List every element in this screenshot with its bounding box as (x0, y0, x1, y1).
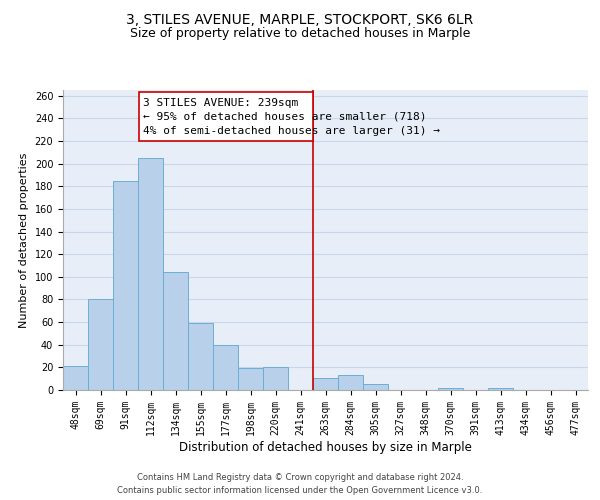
Bar (113, 180, 138, 390)
Text: 3 STILES AVENUE: 239sqm
← 95% of detached houses are smaller (718)
4% of semi-de: 3 STILES AVENUE: 239sqm ← 95% of detache… (143, 98, 440, 136)
Bar (488, 388, 513, 390)
Bar (263, 368, 288, 390)
Text: 3, STILES AVENUE, MARPLE, STOCKPORT, SK6 6LR: 3, STILES AVENUE, MARPLE, STOCKPORT, SK6… (127, 12, 473, 26)
Bar (188, 323, 213, 390)
Text: Contains HM Land Registry data © Crown copyright and database right 2024.
Contai: Contains HM Land Registry data © Crown c… (118, 474, 482, 495)
Bar (438, 388, 463, 390)
X-axis label: Distribution of detached houses by size in Marple: Distribution of detached houses by size … (179, 440, 472, 454)
Text: Size of property relative to detached houses in Marple: Size of property relative to detached ho… (130, 28, 470, 40)
FancyBboxPatch shape (139, 92, 313, 141)
Bar (163, 272, 188, 390)
Bar (63, 366, 88, 390)
Bar (213, 344, 238, 390)
Bar (138, 158, 163, 390)
Bar (338, 376, 363, 390)
Bar (238, 368, 263, 390)
Y-axis label: Number of detached properties: Number of detached properties (19, 152, 29, 328)
Bar (363, 384, 388, 390)
Bar (88, 300, 113, 390)
Bar (313, 378, 338, 390)
